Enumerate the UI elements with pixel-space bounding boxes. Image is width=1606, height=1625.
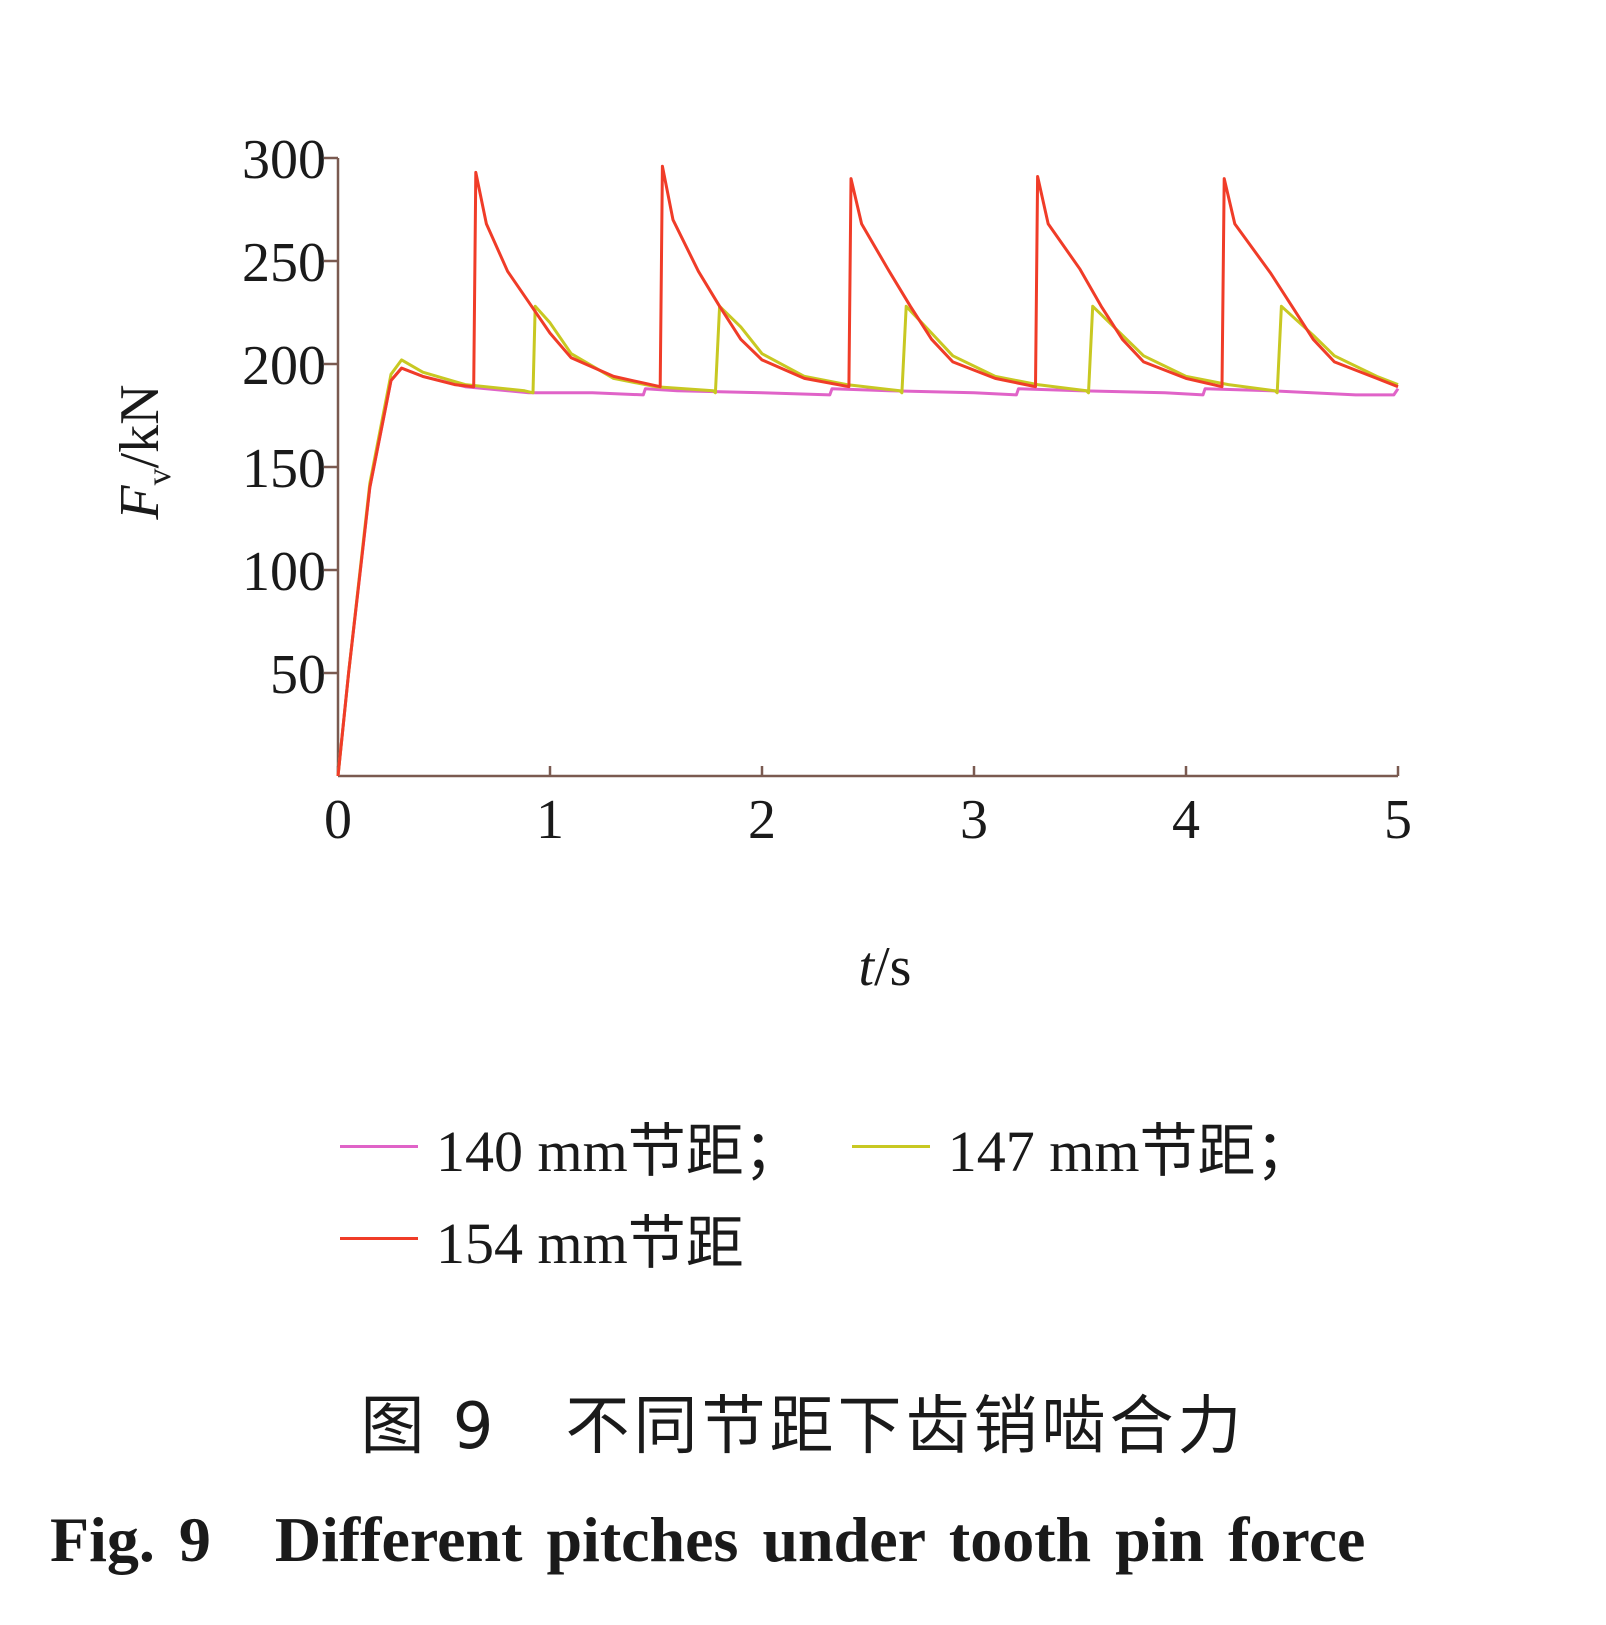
legend-row-2: 154 mm节距 [340,1192,1440,1284]
legend-label-140: 140 mm节距； [436,1119,802,1184]
legend-item-147: 147 mm节距； [851,1104,1314,1188]
legend-row-1: 140 mm节距； 147 mm节距； [340,1100,1440,1192]
chart-canvas: 50 100 150 200 250 300 0 1 2 3 4 5 Fv/kN t/s [109,129,1412,998]
legend-item-140: 140 mm节距； [340,1104,802,1188]
x-tick-label: 3 [960,789,988,851]
legend-label-154: 154 mm节距 [436,1211,744,1276]
x-tick-label: 1 [536,789,564,851]
x-tick-label: 5 [1384,789,1412,851]
legend-item-154: 154 mm节距 [340,1196,744,1280]
legend: 140 mm节距； 147 mm节距； 154 mm节距 [340,1100,1440,1284]
y-tick-label: 50 [270,644,326,706]
y-tick-label: 150 [242,438,326,500]
axes [324,156,1400,778]
x-tick-label: 2 [748,789,776,851]
legend-label-147: 147 mm节距； [947,1119,1314,1184]
y-tick-label: 200 [242,335,326,397]
legend-swatch-140 [340,1144,418,1148]
y-tick-label: 250 [242,232,326,294]
figure-caption-chinese: 图 9 不同节距下齿销啮合力 [360,1390,1246,1464]
y-tick-label: 300 [242,129,326,191]
x-tick-label: 4 [1172,789,1200,851]
figure-caption-english: Fig. 9 Different pitches under tooth pin… [50,1504,1366,1575]
x-axis-title: t/s [859,936,912,998]
y-tick-label: 100 [242,541,326,603]
plot-lines [336,164,1400,777]
legend-swatch-154 [340,1236,418,1240]
series-line-3 [336,164,1399,777]
tick-labels: 50 100 150 200 250 300 0 1 2 3 4 5 [242,129,1412,851]
series-line-1 [336,366,1400,777]
legend-swatch-147 [851,1144,930,1148]
series-line-2 [336,304,1399,777]
y-axis-title: Fv/kN [109,384,178,520]
x-tick-label: 0 [324,789,352,851]
